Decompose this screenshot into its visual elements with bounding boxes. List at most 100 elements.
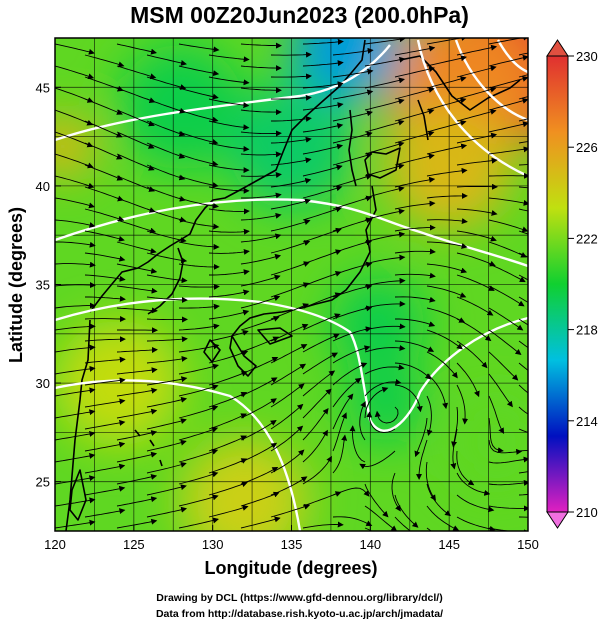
streamline-90	[208, 164, 250, 174]
streamline-201	[146, 316, 188, 323]
streamline-112	[55, 197, 95, 209]
streamline-107	[270, 177, 312, 188]
streamline-177	[116, 285, 158, 294]
streamline-352	[55, 519, 96, 529]
streamline-91	[270, 157, 312, 166]
streamline-242	[178, 363, 219, 375]
streamline-85	[364, 141, 405, 155]
streamline-265	[146, 396, 188, 408]
y-axis-label: Latitude (degrees)	[6, 207, 26, 363]
streamline-0	[55, 43, 95, 55]
streamline-49	[116, 109, 155, 127]
streamline-171	[270, 261, 310, 276]
colorbar-gradient	[546, 55, 569, 513]
streamline-94	[456, 157, 498, 166]
streamline-218	[208, 329, 249, 342]
streamline-68	[302, 122, 344, 133]
y-tick-label: 45	[36, 80, 50, 95]
streamline-326	[426, 483, 451, 517]
streamline-303	[518, 449, 528, 452]
streamline-250	[208, 370, 248, 386]
streamline-29	[394, 66, 435, 78]
streamline-241	[116, 367, 158, 375]
streamline-215	[488, 329, 522, 356]
streamline-316	[332, 434, 348, 474]
x-tick-label: 120	[44, 537, 66, 552]
streamline-46	[456, 86, 497, 100]
streamline-200	[84, 315, 126, 322]
streamline-56	[84, 120, 123, 138]
streamline-24	[84, 76, 124, 92]
streamline-8	[84, 54, 125, 68]
streamline-67	[240, 130, 282, 137]
streamline-354	[178, 517, 219, 529]
streamline-74	[208, 142, 250, 152]
x-axis-label: Longitude (degrees)	[204, 558, 377, 578]
streamline-193	[116, 307, 158, 314]
streamline-148	[302, 227, 342, 243]
streamline-111	[518, 186, 528, 189]
streamline-14	[456, 44, 498, 56]
streamline-254	[456, 384, 469, 425]
streamline-89	[146, 164, 186, 181]
streamline-290	[178, 426, 219, 441]
streamline-99	[240, 172, 282, 178]
streamline-223	[518, 340, 528, 349]
streamline-240	[55, 365, 96, 375]
streamline-4	[302, 38, 344, 45]
streamline-161	[116, 263, 158, 274]
streamline-9	[146, 54, 187, 66]
streamline-110	[456, 183, 498, 190]
streamline-17	[116, 65, 157, 80]
streamline-45	[394, 87, 435, 100]
streamline-311	[488, 456, 528, 464]
streamline-273	[116, 408, 158, 419]
streamline-226	[178, 343, 220, 353]
streamline-175	[518, 274, 528, 281]
streamline-202	[208, 309, 250, 320]
streamline-266	[208, 392, 248, 408]
streamline-301	[359, 450, 396, 470]
streamline-169	[146, 274, 188, 284]
shading-region-10	[55, 114, 95, 178]
streamline-196	[302, 292, 342, 309]
streamline-285	[366, 411, 396, 434]
streamline-182	[426, 285, 467, 298]
streamline-320	[55, 475, 96, 485]
streamline-106	[208, 186, 250, 194]
streamline-44	[332, 89, 374, 100]
x-tick-label: 145	[438, 537, 460, 552]
streamline-80	[55, 153, 94, 169]
streamline-205	[395, 318, 436, 327]
streamline-58	[208, 120, 250, 131]
streamline-104	[84, 186, 124, 202]
streamline-79	[518, 141, 528, 144]
streamline-162	[178, 263, 220, 270]
colorbar-tick-label: 214	[576, 414, 598, 429]
streamline-81	[116, 153, 155, 171]
streamline-337	[116, 496, 158, 507]
streamline-317	[391, 472, 401, 512]
streamline-292	[302, 408, 329, 441]
streamline-159	[518, 252, 528, 258]
streamline-210	[178, 323, 220, 331]
streamline-288	[55, 431, 96, 441]
streamline-249	[146, 376, 188, 386]
streamline-41	[146, 98, 186, 114]
streamline-248	[84, 377, 126, 386]
x-tick-label: 125	[123, 537, 145, 552]
streamline-15	[518, 52, 528, 56]
streamline-86	[426, 143, 468, 155]
streamline-287	[518, 428, 528, 433]
streamline-16	[55, 65, 95, 80]
streamline-211	[240, 315, 280, 331]
streamline-312	[84, 463, 126, 474]
streamline-7	[488, 38, 528, 45]
streamline-2	[178, 43, 220, 53]
streamline-342	[426, 505, 460, 531]
streamline-189	[394, 296, 436, 303]
streamline-296	[84, 441, 126, 452]
streamline-138	[208, 228, 250, 235]
streamline-359	[488, 527, 528, 531]
